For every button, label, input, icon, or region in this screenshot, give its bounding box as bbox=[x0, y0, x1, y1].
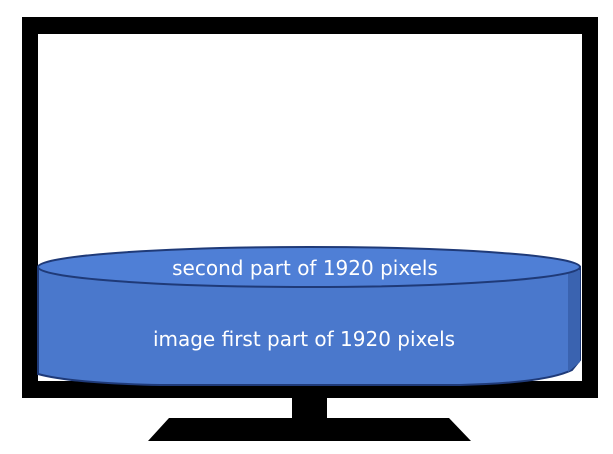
cylinder-top-face bbox=[37, 246, 581, 288]
cylinder-right-edge bbox=[568, 270, 580, 372]
monitor-stand-base bbox=[148, 418, 471, 441]
cylinder-top-label: second part of 1920 pixels bbox=[172, 256, 438, 280]
monitor-stand-neck bbox=[292, 397, 327, 420]
cylinder-body bbox=[37, 266, 581, 386]
cylinder-body-label: image first part of 1920 pixels bbox=[153, 327, 455, 351]
